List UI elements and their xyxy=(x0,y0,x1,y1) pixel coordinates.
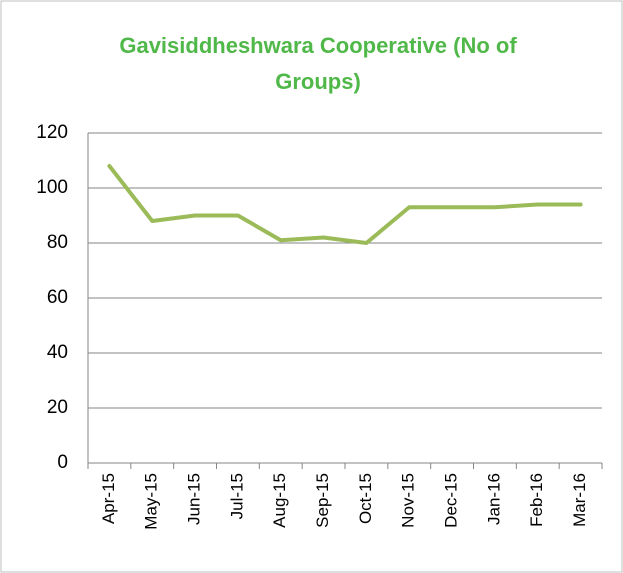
y-tick-label: 100 xyxy=(36,177,68,198)
x-tick-label: Jan-16 xyxy=(484,473,503,525)
y-tick-label: 60 xyxy=(47,287,68,308)
x-tick-label: Mar-16 xyxy=(570,473,589,527)
x-tick-label: Sep-15 xyxy=(313,473,332,528)
y-tick-label: 40 xyxy=(47,342,68,363)
data-line xyxy=(107,164,583,245)
x-tick-label: May-15 xyxy=(142,473,161,530)
x-tick-label: Feb-16 xyxy=(527,473,546,527)
x-tick-label: Jun-15 xyxy=(185,473,204,525)
x-tick-label: Nov-15 xyxy=(399,473,418,528)
y-tick-label: 120 xyxy=(36,122,68,143)
y-tick-label: 20 xyxy=(47,397,68,418)
x-tick-label: Apr-15 xyxy=(99,473,118,524)
x-tick-label: Oct-15 xyxy=(356,473,375,524)
x-tick-label: Dec-15 xyxy=(442,473,461,528)
y-tick-label: 80 xyxy=(47,232,68,253)
x-tick-label: Aug-15 xyxy=(270,473,289,528)
chart-title: Gavisiddheshwara Cooperative (No of Grou… xyxy=(119,33,517,94)
x-tick-label: Jul-15 xyxy=(227,473,246,519)
y-tick-label: 0 xyxy=(57,452,68,473)
